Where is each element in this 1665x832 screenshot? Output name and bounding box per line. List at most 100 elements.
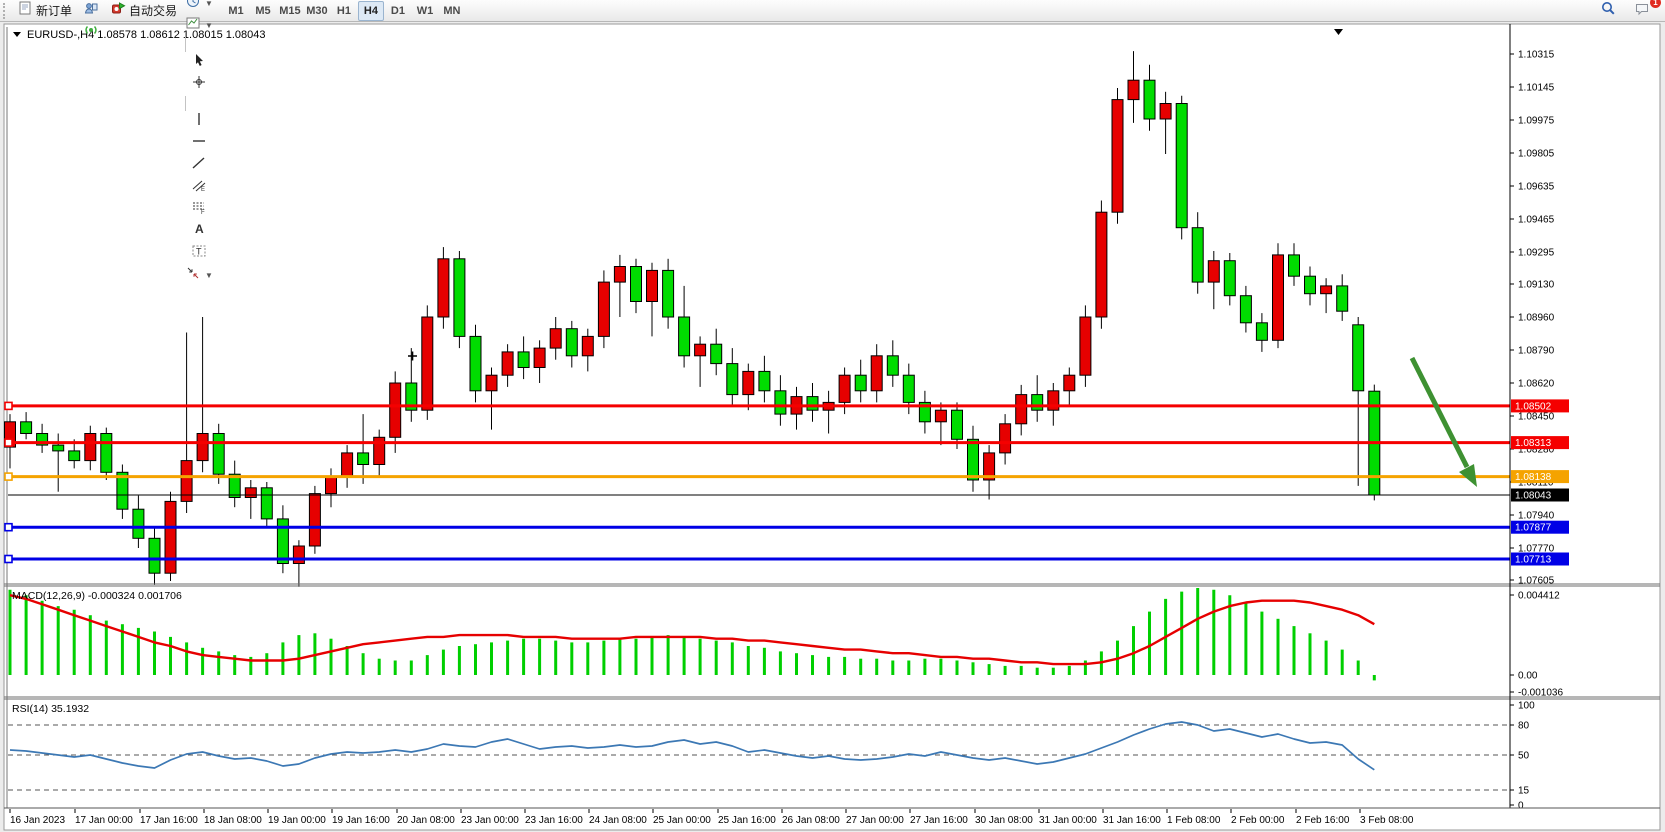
svg-text:F: F xyxy=(201,210,205,215)
svg-text:1.07770: 1.07770 xyxy=(1518,544,1555,555)
svg-text:3 Feb 08:00: 3 Feb 08:00 xyxy=(1360,815,1414,826)
svg-text:24 Jan 08:00: 24 Jan 08:00 xyxy=(589,815,647,826)
vertical-line-icon xyxy=(191,111,207,132)
timeframe-button-h4[interactable]: H4 xyxy=(357,0,384,21)
arrows-tool-icon xyxy=(185,265,201,286)
fibonacci-icon: F xyxy=(191,199,207,220)
svg-text:19 Jan 16:00: 19 Jan 16:00 xyxy=(332,815,390,826)
price-chart[interactable]: 1.10315 1.10145 1.09975 1.09805 1.09635 1.094… xyxy=(0,22,1665,832)
horizontal-lines[interactable] xyxy=(4,401,1510,564)
svg-text:T: T xyxy=(196,247,202,257)
svg-text:1 Feb 08:00: 1 Feb 08:00 xyxy=(1167,815,1221,826)
rsi-panel: 100 80 50 15 0 RSI(14) 35.1932 xyxy=(8,701,1535,812)
tester-button[interactable] xyxy=(76,0,106,22)
timeframe-button-mn[interactable]: MN xyxy=(443,4,461,17)
shift-marker[interactable] xyxy=(1334,29,1343,35)
svg-text:-0.001036: -0.001036 xyxy=(1518,688,1563,699)
svg-text:20 Jan 08:00: 20 Jan 08:00 xyxy=(397,815,455,826)
panel-separators[interactable] xyxy=(4,583,1660,700)
svg-text:1.09635: 1.09635 xyxy=(1518,182,1555,193)
new-order-button[interactable]: 新订单 xyxy=(13,0,76,22)
horizontal-line-icon xyxy=(191,133,207,154)
toolbar-grip[interactable] xyxy=(3,2,10,19)
timeframe-button-w1[interactable]: W1 xyxy=(416,4,434,17)
text-button[interactable]: A xyxy=(181,221,217,243)
svg-text:1.07605: 1.07605 xyxy=(1518,576,1555,587)
text-label-icon: T xyxy=(191,243,207,264)
svg-text:0: 0 xyxy=(1518,801,1524,812)
chevron-down-icon: ▼ xyxy=(205,21,213,30)
svg-text:16 Jan 2023: 16 Jan 2023 xyxy=(10,815,65,826)
timeframe-button-h1[interactable]: H1 xyxy=(336,4,351,17)
search-button[interactable] xyxy=(1593,0,1623,22)
template-icon xyxy=(185,15,201,36)
chart-title: EURUSD-,H4 1.08578 1.08612 1.08015 1.080… xyxy=(13,29,266,41)
plus-marker[interactable] xyxy=(408,351,417,361)
crosshair-icon xyxy=(191,74,207,95)
svg-text:1.09805: 1.09805 xyxy=(1518,149,1555,160)
svg-text:1.08138: 1.08138 xyxy=(1515,472,1552,483)
trendline-button[interactable] xyxy=(181,155,217,177)
svg-text:2 Feb 16:00: 2 Feb 16:00 xyxy=(1296,815,1350,826)
svg-text:15: 15 xyxy=(1518,786,1530,797)
svg-text:1.07713: 1.07713 xyxy=(1515,555,1552,566)
svg-text:17 Jan 16:00: 17 Jan 16:00 xyxy=(140,815,198,826)
chevron-down-icon: ▼ xyxy=(205,0,213,8)
timeframe-button-m15[interactable]: M15 xyxy=(279,4,301,17)
svg-text:31 Jan 00:00: 31 Jan 00:00 xyxy=(1039,815,1097,826)
svg-text:26 Jan 08:00: 26 Jan 08:00 xyxy=(782,815,840,826)
svg-text:1.08790: 1.08790 xyxy=(1518,346,1555,357)
svg-text:1.08313: 1.08313 xyxy=(1515,438,1552,449)
timeframe-button-m5[interactable]: M5 xyxy=(255,4,271,17)
toolbar-separator xyxy=(185,36,187,52)
trend-arrow[interactable] xyxy=(1409,356,1477,487)
svg-text:A: A xyxy=(195,222,204,236)
text-icon: A xyxy=(191,221,207,242)
svg-text:80: 80 xyxy=(1518,721,1530,732)
svg-text:25 Jan 16:00: 25 Jan 16:00 xyxy=(718,815,776,826)
svg-text:0.00: 0.00 xyxy=(1518,671,1538,682)
new-order-icon xyxy=(17,0,33,21)
svg-text:1.09465: 1.09465 xyxy=(1518,215,1555,226)
svg-text:E: E xyxy=(201,187,205,193)
channel-button[interactable]: E xyxy=(181,177,217,199)
notifications-button[interactable]: 1 xyxy=(1627,0,1661,22)
timeframe-button-d1[interactable]: D1 xyxy=(390,4,405,17)
chevron-down-icon: ▼ xyxy=(205,271,213,280)
svg-text:1.09295: 1.09295 xyxy=(1518,248,1555,259)
toolbar-separator xyxy=(185,95,187,111)
chat-icon xyxy=(1634,0,1650,21)
horizontal-line-button[interactable] xyxy=(181,133,217,155)
timeframe-button-m30[interactable]: M30 xyxy=(306,4,328,17)
svg-text:RSI(14) 35.1932: RSI(14) 35.1932 xyxy=(12,703,89,715)
svg-text:MACD(12,26,9) -0.000324 0.0017: MACD(12,26,9) -0.000324 0.001706 xyxy=(12,590,182,602)
tester-icon xyxy=(83,0,99,21)
macd-panel: MACD(12,26,9) -0.000324 0.001706 0.004412… xyxy=(8,588,1563,699)
periods-clock-button[interactable]: ▼ xyxy=(181,0,217,15)
svg-text:1.08502: 1.08502 xyxy=(1515,401,1552,412)
time-axis[interactable]: 16 Jan 2023 17 Jan 00:00 17 Jan 16:00 18 Ja… xyxy=(9,809,1414,826)
cursor-icon xyxy=(191,52,207,73)
periods-clock-icon xyxy=(185,0,201,14)
text-label-button[interactable]: T xyxy=(181,243,217,265)
cursor-button[interactable] xyxy=(181,52,217,74)
svg-text:23 Jan 16:00: 23 Jan 16:00 xyxy=(525,815,583,826)
fibonacci-button[interactable]: F xyxy=(181,199,217,221)
trendline-icon xyxy=(191,155,207,176)
svg-text:25 Jan 00:00: 25 Jan 00:00 xyxy=(653,815,711,826)
svg-text:1.08450: 1.08450 xyxy=(1518,412,1555,423)
timeframe-button-m1[interactable]: M1 xyxy=(228,4,244,17)
signal-icon xyxy=(83,22,99,43)
arrows-tool-button[interactable]: ▼ xyxy=(181,265,217,287)
svg-text:1.09130: 1.09130 xyxy=(1518,280,1555,291)
svg-text:1.08620: 1.08620 xyxy=(1518,379,1555,390)
svg-text:1.09975: 1.09975 xyxy=(1518,116,1555,127)
signal-button[interactable] xyxy=(76,22,106,44)
autotrading-button[interactable]: 自动交易 xyxy=(106,0,181,22)
svg-text:18 Jan 08:00: 18 Jan 08:00 xyxy=(204,815,262,826)
template-button[interactable]: ▼ xyxy=(181,15,217,37)
chart-window[interactable]: 1.10315 1.10145 1.09975 1.09805 1.09635 1.094… xyxy=(0,22,1665,832)
vertical-line-button[interactable] xyxy=(181,111,217,133)
svg-text:1.07940: 1.07940 xyxy=(1518,511,1555,522)
crosshair-button[interactable] xyxy=(181,74,217,96)
